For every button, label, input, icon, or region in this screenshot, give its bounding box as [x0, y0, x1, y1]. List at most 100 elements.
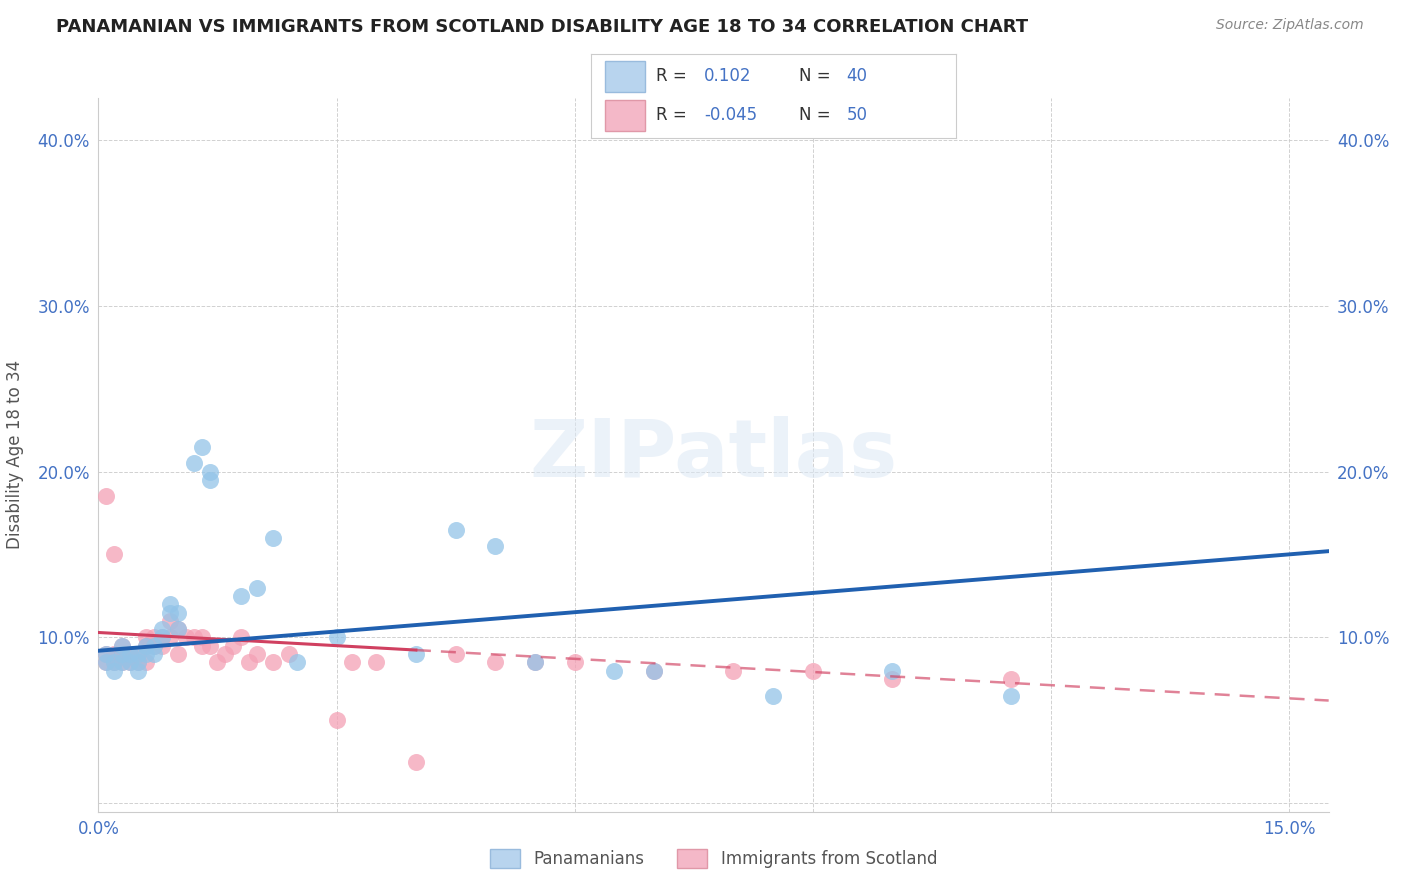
Point: [150, 622, 173, 636]
Point: [127, 656, 149, 670]
Point: [231, 589, 253, 603]
Text: R =: R =: [657, 106, 692, 124]
Point: [143, 639, 166, 653]
Point: [214, 647, 236, 661]
Point: [484, 656, 506, 670]
Text: N =: N =: [799, 68, 835, 86]
Point: [523, 656, 546, 670]
Point: [207, 656, 229, 670]
Point: [198, 639, 221, 653]
Point: [150, 639, 173, 653]
Point: [143, 639, 166, 653]
Point: [159, 614, 181, 628]
Point: [150, 631, 173, 645]
Point: [603, 664, 626, 678]
Point: [405, 755, 427, 769]
Point: [111, 656, 134, 670]
Point: [190, 639, 212, 653]
Legend: Panamanians, Immigrants from Scotland: Panamanians, Immigrants from Scotland: [484, 843, 943, 875]
Point: [325, 631, 347, 645]
Point: [174, 631, 197, 645]
Point: [166, 647, 188, 661]
Point: [120, 647, 142, 661]
Point: [150, 631, 173, 645]
Point: [159, 606, 181, 620]
Point: [190, 440, 212, 454]
Point: [325, 714, 347, 728]
Text: 0.102: 0.102: [704, 68, 751, 86]
Point: [111, 647, 134, 661]
Point: [1000, 672, 1022, 686]
Point: [643, 664, 665, 678]
Point: [882, 672, 904, 686]
Point: [143, 647, 166, 661]
Point: [762, 689, 785, 703]
Text: -0.045: -0.045: [704, 106, 756, 124]
Point: [103, 647, 125, 661]
Point: [96, 647, 118, 661]
Point: [183, 456, 205, 470]
Point: [159, 597, 181, 611]
Point: [135, 639, 157, 653]
Point: [111, 656, 134, 670]
Point: [342, 656, 364, 670]
Text: N =: N =: [799, 106, 835, 124]
Text: R =: R =: [657, 68, 692, 86]
Point: [96, 656, 118, 670]
Point: [277, 647, 299, 661]
Point: [444, 647, 467, 661]
Point: [166, 606, 188, 620]
Point: [127, 656, 149, 670]
Point: [484, 539, 506, 553]
Point: [262, 656, 284, 670]
Point: [238, 656, 260, 670]
Point: [405, 647, 427, 661]
Point: [166, 622, 188, 636]
Point: [643, 664, 665, 678]
Point: [262, 531, 284, 545]
FancyBboxPatch shape: [605, 62, 645, 92]
Point: [882, 664, 904, 678]
Point: [183, 631, 205, 645]
Text: 50: 50: [846, 106, 868, 124]
Point: [159, 631, 181, 645]
Point: [120, 656, 142, 670]
Point: [246, 647, 269, 661]
Point: [127, 647, 149, 661]
Point: [366, 656, 388, 670]
Point: [135, 631, 157, 645]
Text: PANAMANIAN VS IMMIGRANTS FROM SCOTLAND DISABILITY AGE 18 TO 34 CORRELATION CHART: PANAMANIAN VS IMMIGRANTS FROM SCOTLAND D…: [56, 18, 1028, 36]
Point: [96, 656, 118, 670]
Point: [111, 639, 134, 653]
Point: [198, 465, 221, 479]
Point: [120, 647, 142, 661]
Point: [166, 622, 188, 636]
Point: [1000, 689, 1022, 703]
Point: [564, 656, 586, 670]
FancyBboxPatch shape: [605, 100, 645, 130]
Point: [103, 548, 125, 562]
Point: [143, 631, 166, 645]
Point: [96, 490, 118, 504]
Point: [222, 639, 245, 653]
Point: [135, 639, 157, 653]
Point: [103, 656, 125, 670]
Point: [96, 647, 118, 661]
Point: [111, 647, 134, 661]
Point: [723, 664, 745, 678]
Point: [103, 656, 125, 670]
Point: [111, 639, 134, 653]
Point: [190, 631, 212, 645]
Text: Source: ZipAtlas.com: Source: ZipAtlas.com: [1216, 18, 1364, 32]
Point: [135, 647, 157, 661]
Point: [120, 656, 142, 670]
Point: [801, 664, 824, 678]
Point: [103, 664, 125, 678]
Point: [231, 631, 253, 645]
Point: [127, 664, 149, 678]
Point: [285, 656, 308, 670]
Point: [127, 647, 149, 661]
Y-axis label: Disability Age 18 to 34: Disability Age 18 to 34: [6, 360, 24, 549]
Point: [444, 523, 467, 537]
Point: [198, 473, 221, 487]
